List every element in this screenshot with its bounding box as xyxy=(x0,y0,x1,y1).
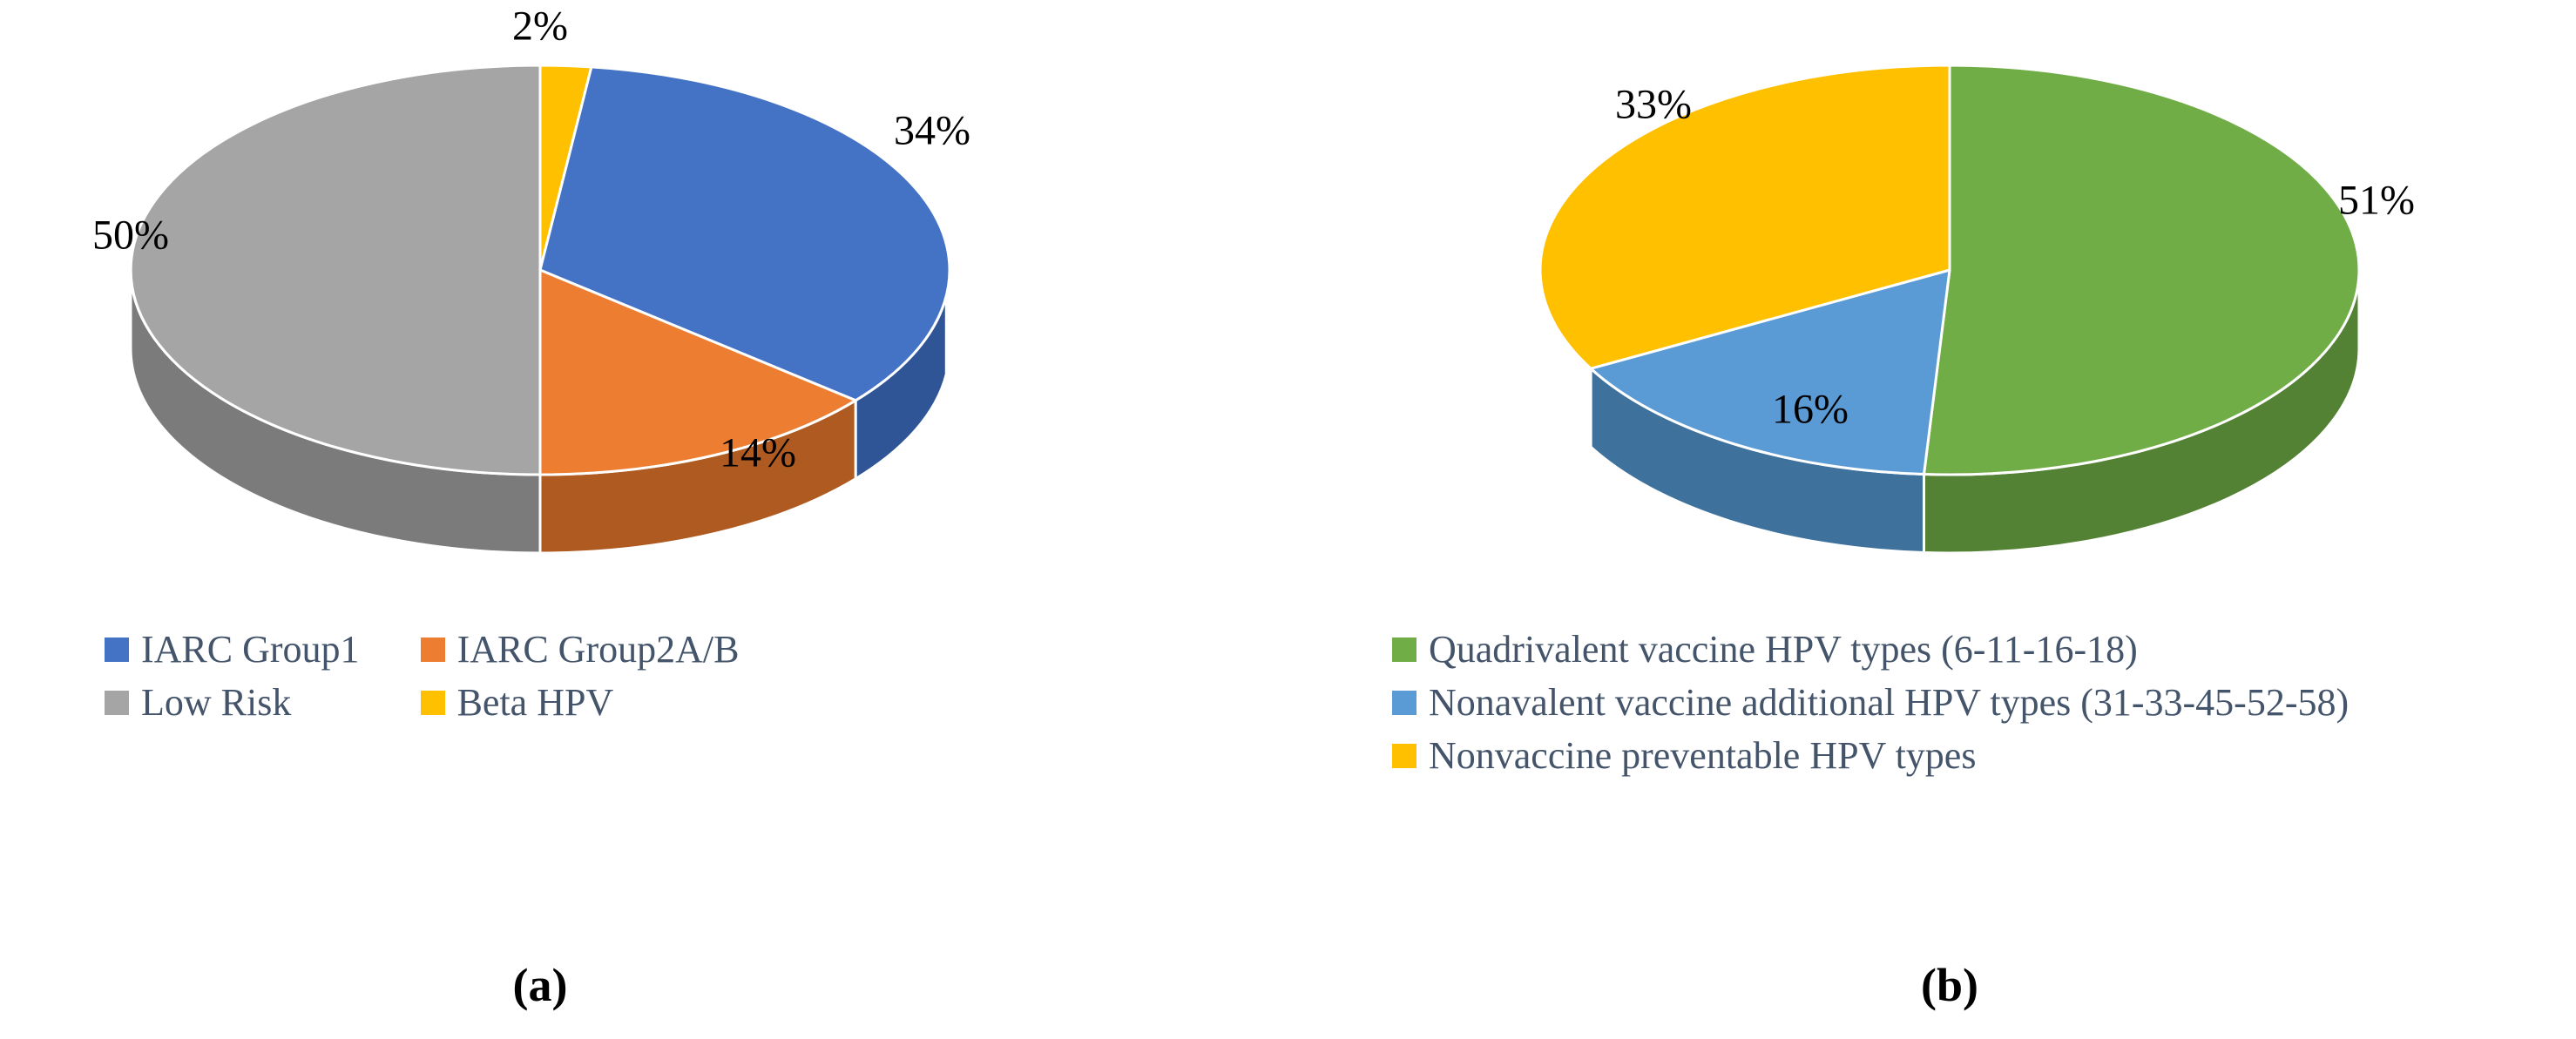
panel-a-legend-item-1: Low Risk xyxy=(105,680,360,725)
legend-label: IARC Group2A/B xyxy=(457,627,740,671)
panel-b-legend: Quadrivalent vaccine HPV types (6-11-16-… xyxy=(1392,627,2349,778)
panel-a-label-1: 34% xyxy=(894,107,970,155)
legend-label: Beta HPV xyxy=(457,680,614,725)
panel-a-legend-col2: IARC Group2A/B Beta HPV xyxy=(421,627,740,725)
legend-swatch xyxy=(1392,691,1416,715)
panel-b-sublabel: (b) xyxy=(1921,958,1978,1012)
panel-b-legend-item-0: Quadrivalent vaccine HPV types (6-11-16-… xyxy=(1392,627,2349,671)
panel-a-label-2: 14% xyxy=(720,429,796,477)
legend-swatch xyxy=(1392,744,1416,768)
legend-swatch xyxy=(105,638,129,662)
legend-label: Quadrivalent vaccine HPV types (6-11-16-… xyxy=(1429,627,2138,671)
panel-a-label-3: 50% xyxy=(92,212,169,260)
panel-a-legend-row: IARC Group1 Low Risk IARC Group2A/B Beta xyxy=(105,627,739,725)
legend-swatch xyxy=(421,638,445,662)
panel-a-pie-svg xyxy=(131,35,950,592)
panel-a-label-0: 2% xyxy=(512,3,568,51)
figure-root: 2% 34% 14% 50% IARC Group1 Low Risk xyxy=(0,0,2576,1039)
panel-b-label-2: 33% xyxy=(1615,81,1692,129)
legend-swatch xyxy=(1392,638,1416,662)
panel-b: 51% 16% 33% Quadrivalent vaccine HPV typ… xyxy=(1288,0,2576,1039)
legend-label: Nonavalent vaccine additional HPV types … xyxy=(1429,680,2349,725)
panel-a-legend-col1: IARC Group1 Low Risk xyxy=(105,627,360,725)
panel-b-legend-item-2: Nonvaccine preventable HPV types xyxy=(1392,733,2349,778)
panel-a-legend-item-0: IARC Group1 xyxy=(105,627,360,671)
legend-swatch xyxy=(105,691,129,715)
panel-a-legend-item-2: IARC Group2A/B xyxy=(421,627,740,671)
panel-b-legend-item-1: Nonavalent vaccine additional HPV types … xyxy=(1392,680,2349,725)
panel-a: 2% 34% 14% 50% IARC Group1 Low Risk xyxy=(0,0,1288,1039)
legend-swatch xyxy=(421,691,445,715)
legend-label: Nonvaccine preventable HPV types xyxy=(1429,733,1976,778)
panel-a-sublabel: (a) xyxy=(513,958,568,1012)
panel-a-legend-item-3: Beta HPV xyxy=(421,680,740,725)
legend-label: Low Risk xyxy=(141,680,291,725)
panel-b-label-0: 51% xyxy=(2338,177,2415,225)
legend-label: IARC Group1 xyxy=(141,627,360,671)
panel-a-legend: IARC Group1 Low Risk IARC Group2A/B Beta xyxy=(105,627,739,725)
panel-a-pie xyxy=(131,35,950,592)
panel-b-label-1: 16% xyxy=(1772,386,1849,434)
